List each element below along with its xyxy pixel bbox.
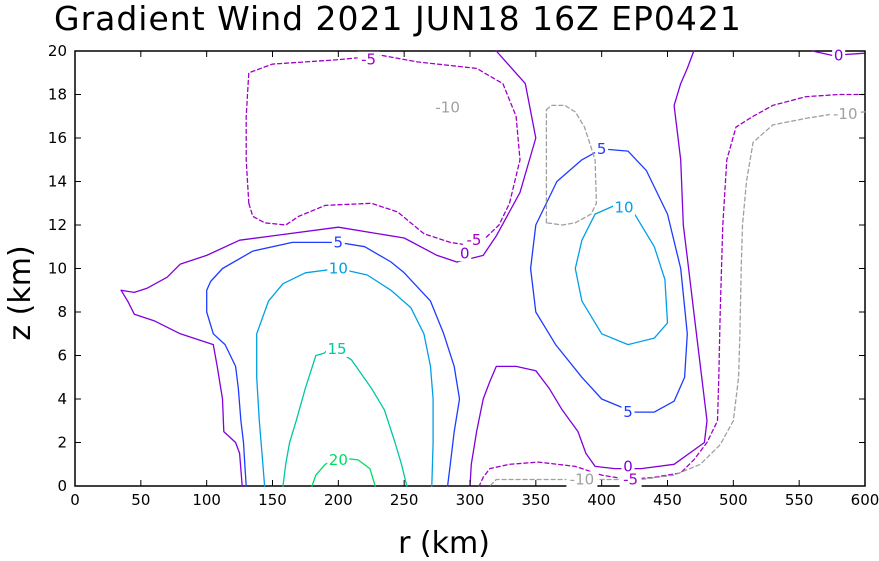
y-axis-label: z (km) — [3, 245, 38, 340]
y-tick-label-8: 16 — [48, 129, 67, 147]
x-tick-label-8: 400 — [587, 491, 616, 509]
contour-label-bg-14 — [832, 47, 846, 64]
contour-label-bg-9 — [613, 199, 636, 216]
plot-frame — [74, 50, 866, 487]
contour-lines — [120, 50, 866, 487]
y-tick-label-3: 6 — [57, 347, 67, 365]
contour-label-bg-6 — [326, 340, 349, 357]
x-tick-label-2: 100 — [192, 491, 221, 509]
y-axis-ticks: 0 2 4 6 8 10 12 14 16 18 20 — [48, 42, 865, 495]
contour-label-7: 20 — [329, 451, 348, 469]
contour-label-bg-7 — [327, 451, 350, 468]
x-tick-label-0: 0 — [70, 491, 80, 509]
y-tick-label-4: 8 — [57, 303, 67, 321]
contour-label-14: 0 — [834, 46, 844, 64]
chart-title: Gradient Wind 2021 JUN18 16Z EP0421 — [54, 0, 742, 38]
contour-label-bg-5 — [327, 260, 350, 277]
contour-label-bg-13 — [566, 471, 598, 488]
y-tick-label-6: 12 — [48, 216, 67, 234]
x-axis-ticks: 0 50 100 150 200 250 300 350 400 450 500 550 600 — [70, 51, 879, 509]
contour-label-bg-12 — [619, 471, 642, 488]
contour-line-14 — [489, 111, 866, 487]
contour-label-15: -10 — [833, 105, 858, 123]
contour-label-9: 10 — [615, 199, 634, 217]
contour-line-10 — [245, 54, 521, 246]
contour-line-11 — [478, 93, 866, 487]
contour-label-12: -5 — [623, 470, 638, 488]
y-tick-label-9: 18 — [48, 86, 67, 104]
contour-label-bg-15 — [829, 106, 861, 123]
contour-label-bg-11 — [621, 458, 635, 475]
contour-line-2 — [469, 50, 708, 487]
x-tick-label-12: 600 — [851, 491, 879, 509]
contour-label-5: 10 — [329, 260, 348, 278]
x-tick-label-3: 150 — [258, 491, 287, 509]
contour-label-1: -10 — [435, 99, 460, 117]
x-tick-label-1: 50 — [131, 491, 150, 509]
contour-label-13: -10 — [570, 470, 595, 488]
contour-label-10: 5 — [623, 403, 633, 421]
contour-label-2: -5 — [466, 231, 481, 249]
contour-label-bg-10 — [621, 404, 635, 421]
contour-label-0: -5 — [361, 51, 376, 69]
contour-label-8: 5 — [597, 140, 607, 158]
x-tick-label-11: 550 — [785, 491, 814, 509]
contour-line-4 — [206, 241, 461, 487]
contour-label-bg-1 — [432, 99, 464, 116]
y-tick-label-5: 10 — [48, 260, 67, 278]
contour-label-11: 0 — [623, 457, 633, 475]
contour-line-7 — [574, 204, 669, 346]
contour-line-3 — [811, 50, 866, 57]
contour-line-1 — [120, 289, 243, 487]
contour-label-4: 5 — [334, 233, 344, 251]
x-tick-label-9: 450 — [653, 491, 682, 509]
x-tick-label-4: 200 — [324, 491, 353, 509]
y-tick-label-2: 4 — [57, 390, 67, 408]
x-axis-label: r (km) — [398, 526, 490, 561]
contour-label-3: 0 — [460, 244, 470, 262]
y-tick-label-7: 14 — [48, 173, 67, 191]
x-tick-label-5: 250 — [390, 491, 419, 509]
contour-line-5 — [529, 148, 688, 413]
contour-line-12 — [545, 104, 598, 226]
contour-line-0 — [120, 50, 537, 294]
contour-label-bg-2 — [462, 232, 485, 249]
y-tick-label-1: 2 — [57, 434, 67, 452]
y-tick-label-0: 0 — [57, 477, 67, 495]
contour-label-6: 15 — [327, 340, 346, 358]
x-tick-label-6: 300 — [456, 491, 485, 509]
x-tick-label-7: 350 — [522, 491, 551, 509]
x-tick-label-10: 500 — [719, 491, 748, 509]
y-tick-label-10: 20 — [48, 42, 67, 60]
contour-label-bg-4 — [331, 234, 345, 251]
contour-label-bg-3 — [458, 245, 472, 262]
contour-label-bg-0 — [357, 51, 380, 68]
contour-label-bg-8 — [595, 140, 609, 157]
